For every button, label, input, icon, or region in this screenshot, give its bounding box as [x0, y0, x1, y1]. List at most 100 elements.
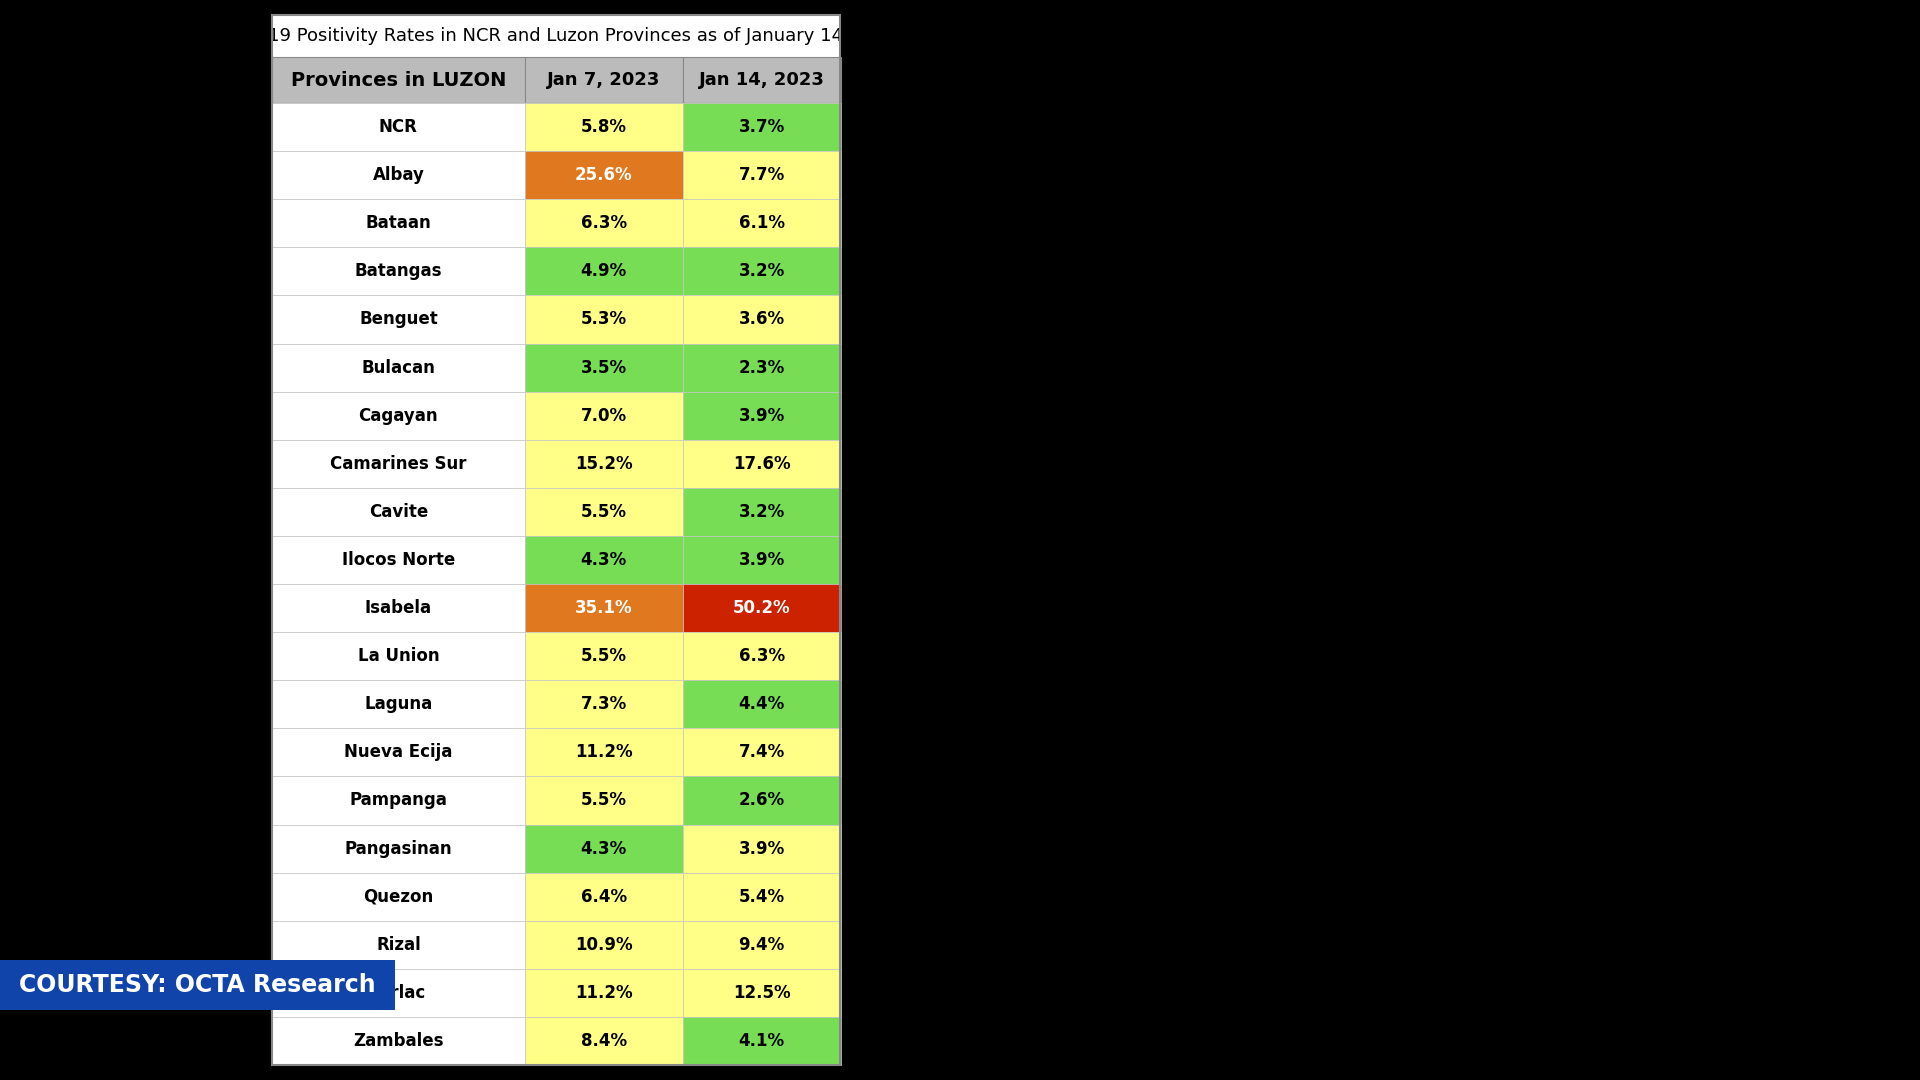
Text: Pampanga: Pampanga: [349, 792, 447, 809]
Text: Cavite: Cavite: [369, 503, 428, 521]
Text: Laguna: Laguna: [365, 696, 432, 713]
Bar: [273, 920, 524, 969]
Bar: [524, 199, 684, 247]
Bar: [524, 777, 684, 824]
Bar: [0, 960, 396, 1010]
Text: 7.4%: 7.4%: [739, 743, 785, 761]
Text: 6.3%: 6.3%: [580, 214, 626, 232]
Text: 50.2%: 50.2%: [733, 599, 791, 617]
Bar: [684, 920, 841, 969]
Bar: [273, 151, 524, 199]
Text: Rizal: Rizal: [376, 935, 420, 954]
Text: 7.3%: 7.3%: [580, 696, 626, 713]
Bar: [273, 296, 524, 343]
Text: 6.3%: 6.3%: [739, 647, 785, 665]
Text: Benguet: Benguet: [359, 310, 438, 328]
Bar: [684, 296, 841, 343]
Bar: [273, 57, 524, 103]
Text: 3.9%: 3.9%: [739, 407, 785, 424]
Text: 4.3%: 4.3%: [580, 551, 626, 569]
Text: 4.1%: 4.1%: [739, 1032, 785, 1050]
Bar: [524, 920, 684, 969]
Text: 5.5%: 5.5%: [580, 792, 626, 809]
Text: Jan 7, 2023: Jan 7, 2023: [547, 71, 660, 89]
Bar: [273, 392, 524, 440]
Bar: [273, 873, 524, 920]
Bar: [273, 15, 841, 1065]
Bar: [273, 680, 524, 728]
Bar: [524, 296, 684, 343]
Text: 7.7%: 7.7%: [739, 166, 785, 185]
Text: COURTESY: OCTA Research: COURTESY: OCTA Research: [19, 973, 376, 997]
Bar: [273, 488, 524, 536]
Bar: [524, 536, 684, 584]
Bar: [684, 488, 841, 536]
Text: La Union: La Union: [357, 647, 440, 665]
Text: 2.3%: 2.3%: [739, 359, 785, 377]
Bar: [684, 57, 841, 103]
Text: Pangasinan: Pangasinan: [344, 839, 453, 858]
Bar: [273, 969, 524, 1017]
Text: Batangas: Batangas: [355, 262, 442, 281]
Bar: [524, 824, 684, 873]
Bar: [524, 103, 684, 151]
Bar: [684, 392, 841, 440]
Text: 7.0%: 7.0%: [580, 407, 626, 424]
Bar: [524, 584, 684, 632]
Text: 5.3%: 5.3%: [580, 310, 626, 328]
Text: Ilocos Norte: Ilocos Norte: [342, 551, 455, 569]
Text: Cagayan: Cagayan: [359, 407, 438, 424]
Text: Covid-19 Positivity Rates in NCR and Luzon Provinces as of January 14, 2023: Covid-19 Positivity Rates in NCR and Luz…: [211, 27, 900, 45]
Text: Zambales: Zambales: [353, 1032, 444, 1050]
Text: Quezon: Quezon: [363, 888, 434, 906]
Text: 3.2%: 3.2%: [739, 262, 785, 281]
Text: NCR: NCR: [378, 118, 419, 136]
Text: 5.5%: 5.5%: [580, 503, 626, 521]
Bar: [273, 777, 524, 824]
Bar: [524, 1017, 684, 1065]
Text: 2.6%: 2.6%: [739, 792, 785, 809]
Bar: [273, 824, 524, 873]
Text: Camarines Sur: Camarines Sur: [330, 455, 467, 473]
Text: 15.2%: 15.2%: [574, 455, 632, 473]
Text: 17.6%: 17.6%: [733, 455, 791, 473]
Bar: [273, 728, 524, 777]
Bar: [524, 969, 684, 1017]
Bar: [273, 343, 524, 392]
Bar: [684, 680, 841, 728]
Text: 10.9%: 10.9%: [574, 935, 632, 954]
Bar: [684, 584, 841, 632]
Bar: [524, 728, 684, 777]
Text: 5.5%: 5.5%: [580, 647, 626, 665]
Bar: [684, 824, 841, 873]
Text: Tarlac: Tarlac: [371, 984, 426, 1002]
Text: 8.4%: 8.4%: [580, 1032, 626, 1050]
Bar: [273, 440, 524, 488]
Bar: [524, 680, 684, 728]
Bar: [524, 392, 684, 440]
Text: Isabela: Isabela: [365, 599, 432, 617]
Text: Bataan: Bataan: [365, 214, 432, 232]
Bar: [273, 584, 524, 632]
Text: Nueva Ecija: Nueva Ecija: [344, 743, 453, 761]
Text: 6.1%: 6.1%: [739, 214, 785, 232]
Bar: [273, 1017, 524, 1065]
Bar: [684, 969, 841, 1017]
Text: 12.5%: 12.5%: [733, 984, 791, 1002]
Bar: [524, 151, 684, 199]
Text: 4.3%: 4.3%: [580, 839, 626, 858]
Bar: [684, 440, 841, 488]
Bar: [684, 632, 841, 680]
Text: 25.6%: 25.6%: [574, 166, 632, 185]
Text: Provinces in LUZON: Provinces in LUZON: [290, 70, 507, 90]
Bar: [524, 57, 684, 103]
Bar: [273, 632, 524, 680]
Text: 35.1%: 35.1%: [574, 599, 632, 617]
Text: 4.4%: 4.4%: [739, 696, 785, 713]
Text: 11.2%: 11.2%: [574, 984, 632, 1002]
Bar: [273, 247, 524, 296]
Bar: [273, 103, 524, 151]
Bar: [684, 873, 841, 920]
Text: 3.9%: 3.9%: [739, 551, 785, 569]
Bar: [684, 343, 841, 392]
